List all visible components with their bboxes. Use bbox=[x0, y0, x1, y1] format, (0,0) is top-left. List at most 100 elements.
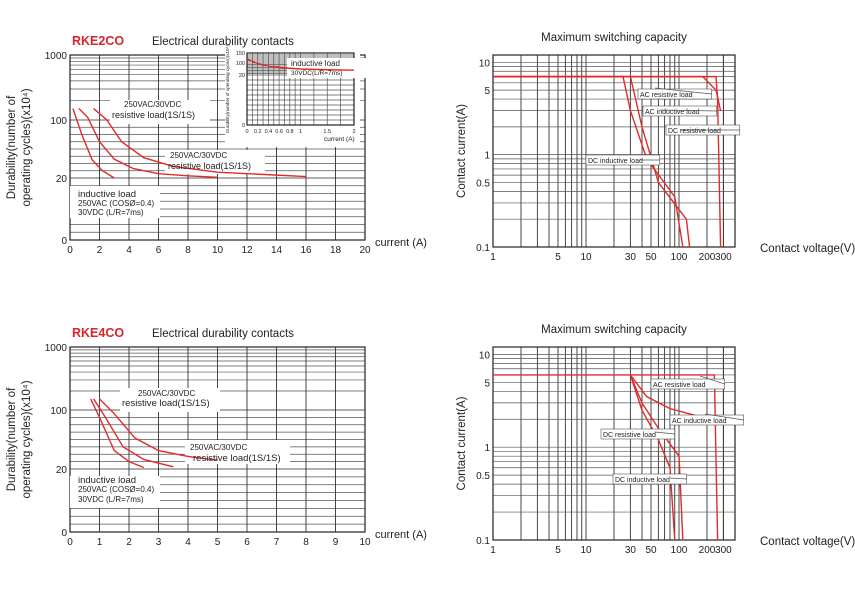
x-tick-label: 8 bbox=[303, 537, 309, 548]
y-tick-label: 0 bbox=[61, 236, 67, 247]
annotation-label: DC resistive load bbox=[668, 128, 721, 135]
x-tick-label: 10 bbox=[580, 545, 592, 556]
x-tick-label: 30 bbox=[625, 252, 637, 263]
series-line-1 bbox=[93, 108, 307, 178]
annotation-background bbox=[185, 440, 290, 464]
x-tick-label: 8 bbox=[185, 245, 191, 256]
x-tick-label: 9 bbox=[333, 537, 339, 548]
annotation-pointer bbox=[654, 431, 675, 435]
inset-x-tick-label: 1 bbox=[299, 129, 302, 135]
annotation-label: AC inductive load bbox=[645, 109, 700, 116]
annotation-label: 250VAC/30VDC bbox=[170, 151, 227, 160]
annotation-label: DC resistive load bbox=[603, 432, 656, 439]
annotation-background bbox=[110, 100, 210, 124]
plot-frame bbox=[69, 54, 366, 241]
series-line-1 bbox=[99, 398, 218, 461]
x-tick-label: 50 bbox=[645, 545, 657, 556]
inset-y-tick-label: 0 bbox=[242, 123, 245, 129]
inset-x-axis-label: current (A) bbox=[324, 136, 355, 143]
annotation-pointer bbox=[699, 375, 725, 385]
inset-x-tick-label: 0.6 bbox=[275, 129, 283, 135]
annotation-pointer bbox=[659, 109, 717, 112]
inset-x-tick-label: 0.4 bbox=[265, 129, 273, 135]
y-axis-label: Contact current(A) bbox=[456, 104, 468, 198]
series-line-3 bbox=[90, 398, 145, 469]
annotation-background bbox=[165, 150, 265, 174]
chart-title: Maximum switching capacity bbox=[541, 324, 687, 336]
series-line-4 bbox=[493, 75, 684, 248]
y-tick-label: 1000 bbox=[45, 343, 68, 354]
chart-title: Maximum switching capacity bbox=[541, 32, 687, 44]
inset-annotation-label: inductive load bbox=[291, 59, 340, 68]
annotation-background bbox=[120, 388, 220, 412]
series-line-3 bbox=[72, 108, 115, 179]
x-tick-label: 0 bbox=[67, 537, 73, 548]
x-tick-label: 12 bbox=[241, 245, 253, 256]
x-axis-label: Contact voltage(V) bbox=[760, 243, 855, 255]
annotation-label: 30VDC (L/R=7ms) bbox=[78, 495, 144, 504]
y-tick-label: 100 bbox=[50, 116, 67, 127]
x-tick-label: 14 bbox=[271, 245, 283, 256]
annotation-label: AC resistive load bbox=[653, 382, 706, 389]
y-tick-label: 0.5 bbox=[476, 178, 490, 189]
series-line-4 bbox=[629, 374, 676, 541]
x-tick-label: 4 bbox=[185, 537, 191, 548]
inset-x-tick-label: 0.2 bbox=[254, 129, 262, 135]
inset-x-tick-label: 2 bbox=[352, 129, 355, 135]
annotation-label: 30VDC (L/R=7ms) bbox=[78, 208, 144, 217]
y-tick-label: 0 bbox=[61, 528, 67, 539]
x-tick-label: 2 bbox=[97, 245, 103, 256]
y-tick-label: 10 bbox=[479, 350, 491, 361]
annotation-label: inductive load bbox=[78, 189, 136, 200]
annotation-label: DC inductive load bbox=[615, 477, 670, 484]
y-tick-label: 20 bbox=[56, 465, 68, 476]
inset-x-tick-label: 0.8 bbox=[286, 129, 294, 135]
x-tick-label: 2 bbox=[126, 537, 132, 548]
inset-y-tick-label: 20 bbox=[239, 73, 245, 79]
inset-annotation-background bbox=[287, 58, 367, 78]
y-tick-label: 100 bbox=[50, 406, 67, 417]
plot-frame bbox=[492, 54, 736, 248]
x-tick-label: 100 bbox=[671, 252, 688, 263]
x-tick-label: 100 bbox=[671, 545, 688, 556]
x-tick-label: 3 bbox=[156, 537, 162, 548]
y-tick-label: 5 bbox=[484, 378, 490, 389]
series-line-1 bbox=[493, 374, 719, 541]
y-tick-label: 0.5 bbox=[476, 471, 490, 482]
annotation-pointer bbox=[669, 477, 687, 480]
annotation-pointer bbox=[654, 87, 712, 95]
annotation-label: 250VAC/30VDC bbox=[138, 389, 195, 398]
inset-y-axis-label: Durability(number of operating cycles)(x… bbox=[225, 45, 230, 133]
y-axis-label: operating cycles)(x10⁴) bbox=[21, 88, 33, 206]
x-tick-label: 5 bbox=[555, 252, 561, 263]
annotation-label: inductive load bbox=[78, 475, 136, 486]
inset-series-line bbox=[246, 58, 355, 71]
plot-frame bbox=[69, 346, 366, 533]
x-tick-label: 20 bbox=[359, 245, 371, 256]
inset-frame bbox=[246, 52, 355, 126]
annotation-label: 250VAC/30VDC bbox=[124, 100, 181, 109]
x-tick-label: 5 bbox=[555, 545, 561, 556]
annotation-background bbox=[70, 186, 160, 218]
annotation-label: resistive load(1S/1S) bbox=[193, 453, 281, 464]
annotation-label: DC inductive load bbox=[588, 158, 643, 165]
plot-frame bbox=[492, 346, 736, 541]
x-tick-label: 1 bbox=[490, 252, 496, 263]
annotation-pointer bbox=[704, 413, 744, 421]
chart-title: Electrical durability contacts bbox=[152, 36, 294, 48]
y-tick-label: 0.1 bbox=[476, 536, 490, 547]
x-tick-label: 10 bbox=[212, 245, 224, 256]
inset-x-tick-label: 0 bbox=[245, 129, 248, 135]
annotation-label: AC inductive load bbox=[672, 418, 727, 425]
y-tick-label: 10 bbox=[479, 58, 491, 69]
annotation-label: 250VAC (COSØ=0.4) bbox=[78, 199, 154, 208]
x-tick-label: 7 bbox=[274, 537, 280, 548]
y-tick-label: 1 bbox=[484, 151, 490, 162]
chart-title: Electrical durability contacts bbox=[152, 328, 294, 340]
y-tick-label: 0.1 bbox=[476, 243, 490, 254]
model-label: RKE4CO bbox=[72, 326, 124, 340]
